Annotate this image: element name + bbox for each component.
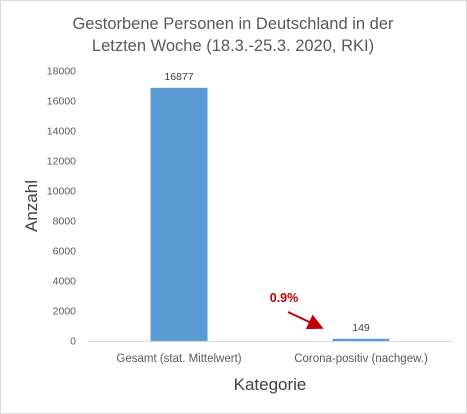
chart-title-line-1: Gestorbene Personen in Deutschland in de… — [72, 15, 394, 33]
x-category-label: Corona-positiv (nachgew.) — [294, 353, 428, 365]
annotation-arrow — [287, 311, 324, 330]
y-tick-label: 18000 — [47, 66, 76, 78]
y-tick-label: 4000 — [53, 276, 77, 288]
y-axis-title: Anzahl — [22, 180, 41, 232]
y-axis-ticks: 0 2000 4000 6000 8000 10000 12000 14000 16000 180… — [47, 66, 76, 348]
data-label-2: 149 — [352, 322, 370, 334]
y-tick-label: 14000 — [47, 126, 76, 138]
x-axis-title: Kategorie — [234, 375, 307, 394]
y-tick-label: 10000 — [47, 186, 76, 198]
bar-1 — [150, 87, 208, 341]
bars — [150, 87, 390, 341]
y-tick-label: 12000 — [47, 156, 76, 168]
data-label-1: 16877 — [164, 71, 193, 83]
data-labels: 16877 149 — [164, 71, 370, 334]
y-tick-label: 8000 — [53, 216, 77, 228]
category-labels: Gesamt (stat. Mittelwert) Corona-positiv … — [116, 353, 428, 365]
chart-title-line-2: Letzten Woche (18.3.-25.3. 2020, RKI) — [92, 37, 374, 55]
y-tick-label: 16000 — [47, 96, 76, 108]
y-tick-label: 2000 — [53, 306, 77, 318]
x-category-label: Gesamt (stat. Mittelwert) — [116, 353, 241, 365]
y-tick-label: 6000 — [53, 246, 77, 258]
y-tick-label: 0 — [70, 336, 76, 348]
bar-2 — [332, 338, 390, 341]
percentage-annotation: 0.9% — [270, 291, 299, 305]
